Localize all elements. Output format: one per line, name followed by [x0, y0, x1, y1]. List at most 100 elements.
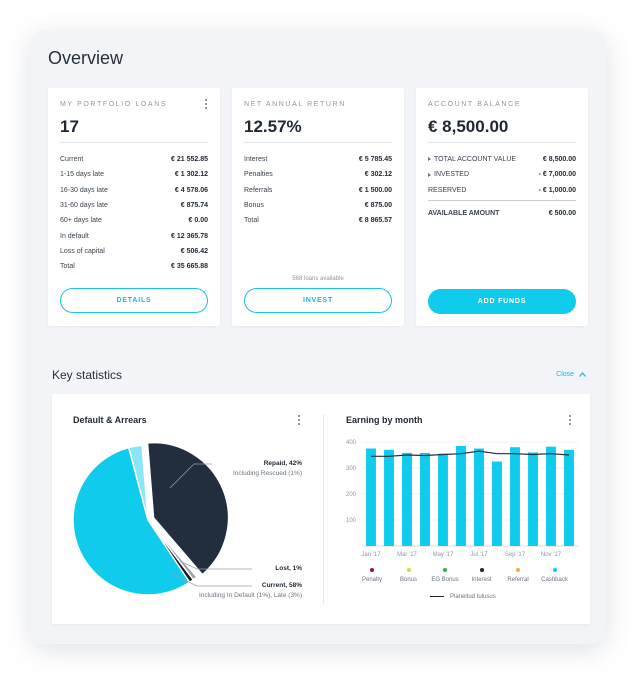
- legend-dot: [552, 568, 557, 572]
- current-label: Current, 58%: [261, 582, 302, 589]
- key-statistics-title: Key statistics: [52, 368, 123, 382]
- balance-card: ACCOUNT BALANCE € 8,500.00 TOTAL ACCOUNT…: [416, 88, 588, 326]
- y-tick-label: 400: [346, 440, 357, 446]
- return-row-label-text: Interest: [244, 156, 268, 164]
- legend-label: EG Bonus: [431, 577, 459, 583]
- legend-dot: [516, 568, 520, 572]
- leader-repaid: [169, 463, 212, 489]
- x-tick-label: Jan '17: [361, 552, 381, 558]
- invest-button[interactable]: INVEST: [244, 288, 392, 313]
- legend-item-interest[interactable]: Interest: [462, 568, 502, 583]
- bar-dec17[interactable]: [564, 449, 574, 546]
- portfolio-row-value: € 35 665.88: [171, 263, 208, 271]
- x-tick-label: Jul '17: [470, 552, 488, 558]
- key-statistics-panel: Default & Arrears Repaid, 42% Including …: [52, 394, 590, 624]
- balance-row-label: RESERVED: [428, 187, 466, 194]
- portfolio-row-label: 31-60 days late: [60, 202, 108, 209]
- portfolio-row-label: 1-15 days late: [60, 171, 104, 178]
- leader-current: [171, 573, 252, 587]
- pie-label-current: Current, 58% Including In Default (1%), …: [162, 581, 302, 601]
- portfolio-row: Loss of capital € 506.42: [60, 244, 208, 259]
- portfolio-row-label: 16-30 days late: [60, 187, 108, 194]
- return-row-value: € 875.00: [364, 202, 392, 210]
- return-row: Total € 8 865.57: [244, 213, 392, 228]
- legend-item-referral[interactable]: Referral: [498, 568, 538, 583]
- bar-sep17[interactable]: [510, 447, 520, 546]
- pie-slice-current[interactable]: [72, 446, 191, 596]
- bar-jan17[interactable]: [366, 448, 376, 547]
- bar-mar17[interactable]: [402, 452, 412, 546]
- details-button[interactable]: DETAILS: [60, 288, 208, 313]
- divider: [244, 142, 392, 143]
- bar-nov17[interactable]: [546, 446, 556, 546]
- portfolio-row-value: € 21 552.85: [171, 156, 208, 164]
- legend-dot: [443, 568, 447, 572]
- legend-item-eg-bonus[interactable]: EG Bonus: [425, 568, 465, 583]
- return-row: Bonus € 875.00: [244, 198, 392, 213]
- balance-row-label: INVESTED: [428, 171, 469, 178]
- pie-chart: [72, 441, 252, 596]
- portfolio-count: 17: [60, 117, 79, 136]
- balance-row: RESERVED - € 1,000.00: [428, 183, 576, 198]
- balance-row-label-text: RESERVED: [428, 186, 467, 194]
- return-row-value: € 8 865.57: [358, 217, 392, 225]
- line-legend-label: Planeitud tulusus: [450, 594, 496, 600]
- bar-jul17[interactable]: [474, 448, 484, 547]
- return-row-label-text: Bonus: [244, 202, 264, 210]
- portfolio-row-value: € 12 365.78: [171, 232, 208, 240]
- portfolio-row-label: 60+ days late: [60, 217, 102, 224]
- bar-apr17[interactable]: [420, 452, 430, 546]
- legend-label: Interest: [471, 577, 492, 583]
- bar-aug17[interactable]: [492, 461, 502, 547]
- return-row-label: Interest: [244, 156, 267, 163]
- portfolio-rows: Current € 21 552.85 1-15 days late € 1 302.…: [60, 152, 208, 274]
- balance-row[interactable]: INVESTED - € 7,000.00: [428, 167, 576, 182]
- portfolio-menu-icon[interactable]: [204, 99, 208, 111]
- portfolio-row-label-text: Current: [60, 156, 84, 164]
- bar-feb17[interactable]: [384, 449, 394, 546]
- portfolio-card: MY PORTFOLIO LOANS 17 Current € 21 552.85…: [48, 88, 220, 326]
- bar-oct17[interactable]: [528, 452, 538, 546]
- pie-chart-title: Default & Arrears: [73, 415, 147, 425]
- add-funds-button[interactable]: ADD FUNDS: [428, 289, 576, 314]
- caret-right-icon[interactable]: [428, 157, 431, 162]
- pie-slice-late[interactable]: [127, 444, 149, 521]
- loans-available-note: 568 loans available: [292, 276, 344, 282]
- return-row-label-text: Referrals: [244, 186, 273, 194]
- y-tick-label: 100: [346, 518, 357, 524]
- legend-item-bonus[interactable]: Bonus: [389, 568, 429, 583]
- bar-may17[interactable]: [438, 453, 448, 546]
- pie-menu-icon[interactable]: [297, 415, 301, 427]
- y-tick-label: 300: [346, 466, 357, 472]
- x-tick-label: May '17: [433, 552, 454, 558]
- portfolio-row: In default € 12 365.78: [60, 228, 208, 243]
- chevron-up-icon: [579, 371, 586, 377]
- x-tick-label: Nov '17: [541, 552, 562, 558]
- balance-row-label-text: INVESTED: [434, 171, 470, 179]
- available-label: AVAILABLE AMOUNT: [428, 210, 500, 218]
- portfolio-row-value: € 0.00: [188, 217, 208, 225]
- close-label: Close: [556, 371, 575, 378]
- balance-rows: TOTAL ACCOUNT VALUE € 8,500.00 INVESTED - €…: [428, 152, 576, 198]
- return-row-label: Total: [244, 217, 259, 224]
- portfolio-row-value: € 875.74: [180, 202, 208, 210]
- return-row-value: € 1 500.00: [358, 186, 392, 194]
- pie-slice-repaid[interactable]: [146, 441, 230, 576]
- portfolio-row-value: € 506.42: [180, 247, 208, 255]
- leader-lost: [181, 561, 252, 570]
- legend-item-cashback[interactable]: Cashback: [535, 568, 575, 583]
- return-row-label-text: Total: [244, 217, 259, 225]
- bar-jun17[interactable]: [456, 445, 466, 546]
- balance-row[interactable]: TOTAL ACCOUNT VALUE € 8,500.00: [428, 152, 576, 167]
- caret-right-icon[interactable]: [428, 172, 431, 177]
- return-row-value: € 5 785.45: [358, 156, 392, 164]
- portfolio-row-label-text: 1-15 days late: [60, 171, 104, 179]
- balance-row-value: - € 1,000.00: [538, 186, 576, 194]
- return-row-label: Bonus: [244, 202, 264, 209]
- close-statistics-link[interactable]: Close: [556, 371, 586, 378]
- portfolio-row: Current € 21 552.85: [60, 152, 208, 167]
- bar-menu-icon[interactable]: [568, 415, 572, 427]
- legend-item-penalty[interactable]: Penalty: [352, 568, 392, 583]
- portfolio-row-value: € 1 302.12: [174, 171, 208, 179]
- portfolio-row-label-text: Total: [60, 263, 75, 271]
